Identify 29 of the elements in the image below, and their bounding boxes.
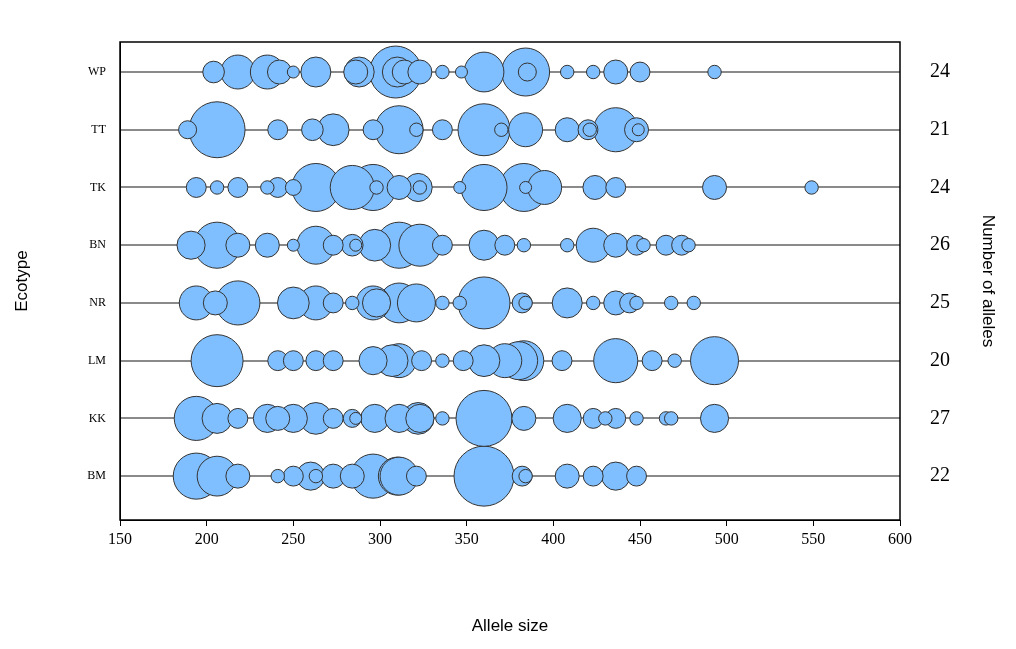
y-tick-label: LM: [88, 352, 107, 367]
x-tick-label: 550: [801, 529, 826, 547]
x-tick-label: 250: [281, 529, 306, 547]
x-tick-label: 200: [194, 529, 219, 547]
x-axis-title: Allele size: [471, 616, 549, 636]
x-tick-label: 400: [541, 529, 566, 547]
y2-tick-label: 22: [930, 463, 950, 486]
y-tick-label: NR: [89, 295, 106, 310]
y-tick-label: KK: [88, 410, 107, 425]
y-tick-label: WP: [88, 64, 107, 79]
x-tick-label: 350: [454, 529, 479, 547]
y-tick-label: TT: [91, 121, 107, 136]
y2-tick-label: 25: [930, 290, 950, 313]
y2-tick-label: 26: [930, 232, 950, 255]
x-tick-label: 500: [714, 529, 739, 547]
x-tick-label: 450: [628, 529, 652, 547]
y-axis-title: Ecotype: [11, 250, 31, 312]
y-tick-label: BN: [89, 237, 107, 252]
x-tick-label: 600: [888, 529, 912, 547]
y-tick-label: BM: [87, 468, 107, 483]
y2-tick-label: 20: [930, 347, 950, 370]
y-tick-label: TK: [90, 179, 107, 194]
y2-tick-label: 21: [930, 117, 950, 139]
y2-axis-title: Number of alleles: [979, 214, 999, 348]
x-tick-label: 150: [108, 529, 132, 547]
y2-tick-label: 24: [930, 59, 950, 82]
y2-tick-label: 27: [930, 405, 950, 428]
y2-tick-label: 24: [930, 174, 950, 197]
x-tick-label: 300: [368, 529, 392, 547]
